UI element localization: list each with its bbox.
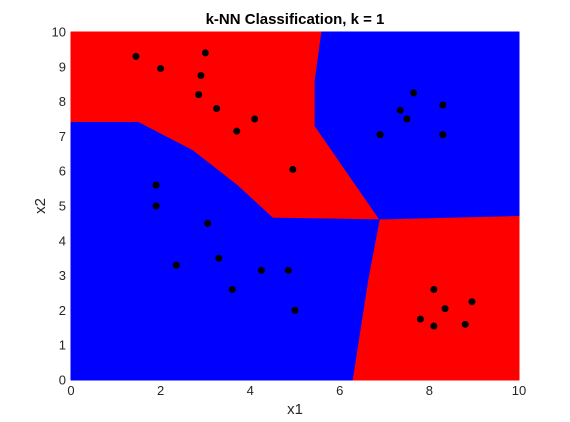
data-point-11	[439, 101, 447, 109]
data-point-27	[441, 305, 449, 313]
data-point-2	[157, 65, 165, 73]
data-point-22	[284, 266, 292, 274]
data-point-24	[291, 306, 299, 314]
data-point-14	[376, 131, 384, 139]
x-tick-label: 0	[67, 383, 74, 398]
data-point-8	[251, 115, 259, 123]
data-point-17	[152, 202, 160, 210]
decision-regions	[70, 31, 520, 381]
y-tick-label: 6	[59, 164, 66, 179]
x-tick-label: 2	[157, 383, 164, 398]
data-point-1	[132, 52, 140, 60]
y-tick-label: 5	[59, 199, 66, 214]
y-tick-label: 1	[59, 338, 66, 353]
x-tick-label: 10	[512, 383, 526, 398]
x-axis-label: x1	[287, 401, 303, 418]
data-point-19	[172, 261, 180, 269]
y-axis-ticks: 0 1 2 3 4 5 6 7 8 9 10	[52, 25, 66, 388]
data-points	[132, 49, 476, 330]
region-red-4	[352, 215, 520, 381]
data-point-21	[257, 266, 265, 274]
chart-title: k-NN Classification, k = 1	[206, 11, 385, 28]
y-tick-label: 0	[59, 373, 66, 388]
y-tick-label: 10	[52, 25, 66, 40]
data-point-5	[195, 91, 203, 99]
y-tick-label: 9	[59, 59, 66, 74]
x-tick-label: 6	[336, 383, 343, 398]
data-point-18	[204, 219, 212, 227]
data-point-15	[439, 131, 447, 139]
x-tick-label: 4	[247, 383, 254, 398]
data-point-28	[416, 315, 424, 323]
data-point-29	[430, 322, 438, 330]
y-axis-label: x2	[32, 198, 49, 214]
data-point-6	[213, 105, 221, 113]
y-tick-label: 2	[59, 303, 66, 318]
y-tick-label: 4	[59, 233, 66, 248]
data-point-7	[233, 127, 241, 135]
data-point-9	[289, 165, 297, 173]
data-point-3	[201, 49, 209, 57]
data-point-16	[152, 181, 160, 189]
data-point-12	[396, 106, 404, 114]
y-tick-label: 3	[59, 268, 66, 283]
data-point-30	[461, 320, 469, 328]
data-point-4	[197, 72, 205, 79]
region-blue-3	[70, 121, 381, 381]
data-point-13	[403, 115, 411, 123]
y-tick-label: 8	[59, 94, 66, 109]
y-tick-label: 7	[59, 129, 66, 144]
data-point-23	[228, 286, 236, 294]
data-point-10	[410, 89, 418, 97]
x-axis-ticks: 0 2 4 6 8 10	[67, 383, 526, 398]
data-point-26	[468, 298, 476, 306]
data-point-25	[430, 286, 438, 294]
data-point-20	[215, 254, 223, 262]
x-tick-label: 8	[426, 383, 433, 398]
